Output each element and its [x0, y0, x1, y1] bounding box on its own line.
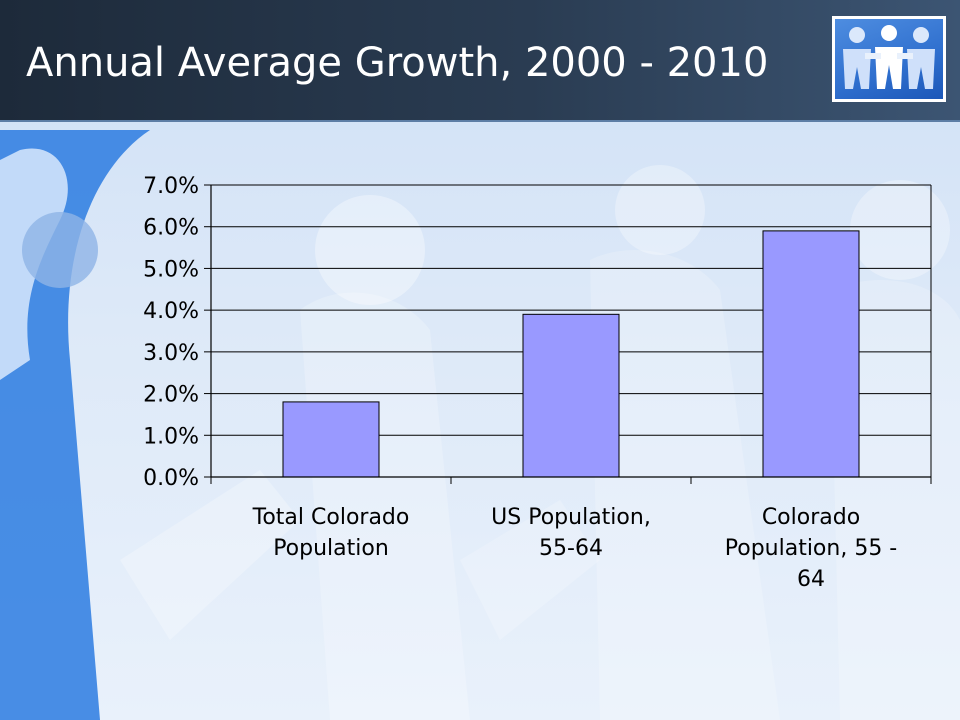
category-label-line: 55-64	[539, 536, 603, 561]
category-label-line: Colorado	[762, 505, 860, 530]
y-tick-label: 3.0%	[143, 341, 199, 366]
y-tick-label: 4.0%	[143, 299, 199, 324]
bars	[282, 230, 860, 478]
y-tick-label: 5.0%	[143, 257, 199, 282]
y-tick-label: 7.0%	[143, 174, 199, 199]
y-tick-label: 0.0%	[143, 466, 199, 491]
bar-3	[762, 230, 860, 478]
category-label-2: US Population, 55-64	[491, 505, 651, 561]
axes	[204, 184, 932, 484]
category-label-line: Total Colorado	[252, 505, 410, 530]
bar-1	[282, 401, 380, 478]
category-label-1: Total Colorado Population	[252, 505, 410, 561]
axis-labels: 0.0% 1.0% 2.0% 3.0% 4.0% 5.0% 6.0% 7.0% Total Co…	[143, 174, 897, 592]
title-bar: Annual Average Growth, 2000 - 2010	[0, 0, 960, 122]
y-tick-label: 6.0%	[143, 216, 199, 241]
bar-2	[522, 313, 620, 478]
category-label-3: Colorado Population, 55 - 64	[725, 505, 898, 592]
category-label-line: Population	[273, 536, 389, 561]
category-label-line: 64	[797, 567, 825, 592]
y-tick-label: 2.0%	[143, 383, 199, 408]
category-label-line: US Population,	[491, 505, 651, 530]
paper-people-chain-icon	[832, 16, 946, 102]
slide-title: Annual Average Growth, 2000 - 2010	[26, 40, 769, 86]
y-tick-label: 1.0%	[143, 424, 199, 449]
category-label-line: Population, 55 -	[725, 536, 898, 561]
